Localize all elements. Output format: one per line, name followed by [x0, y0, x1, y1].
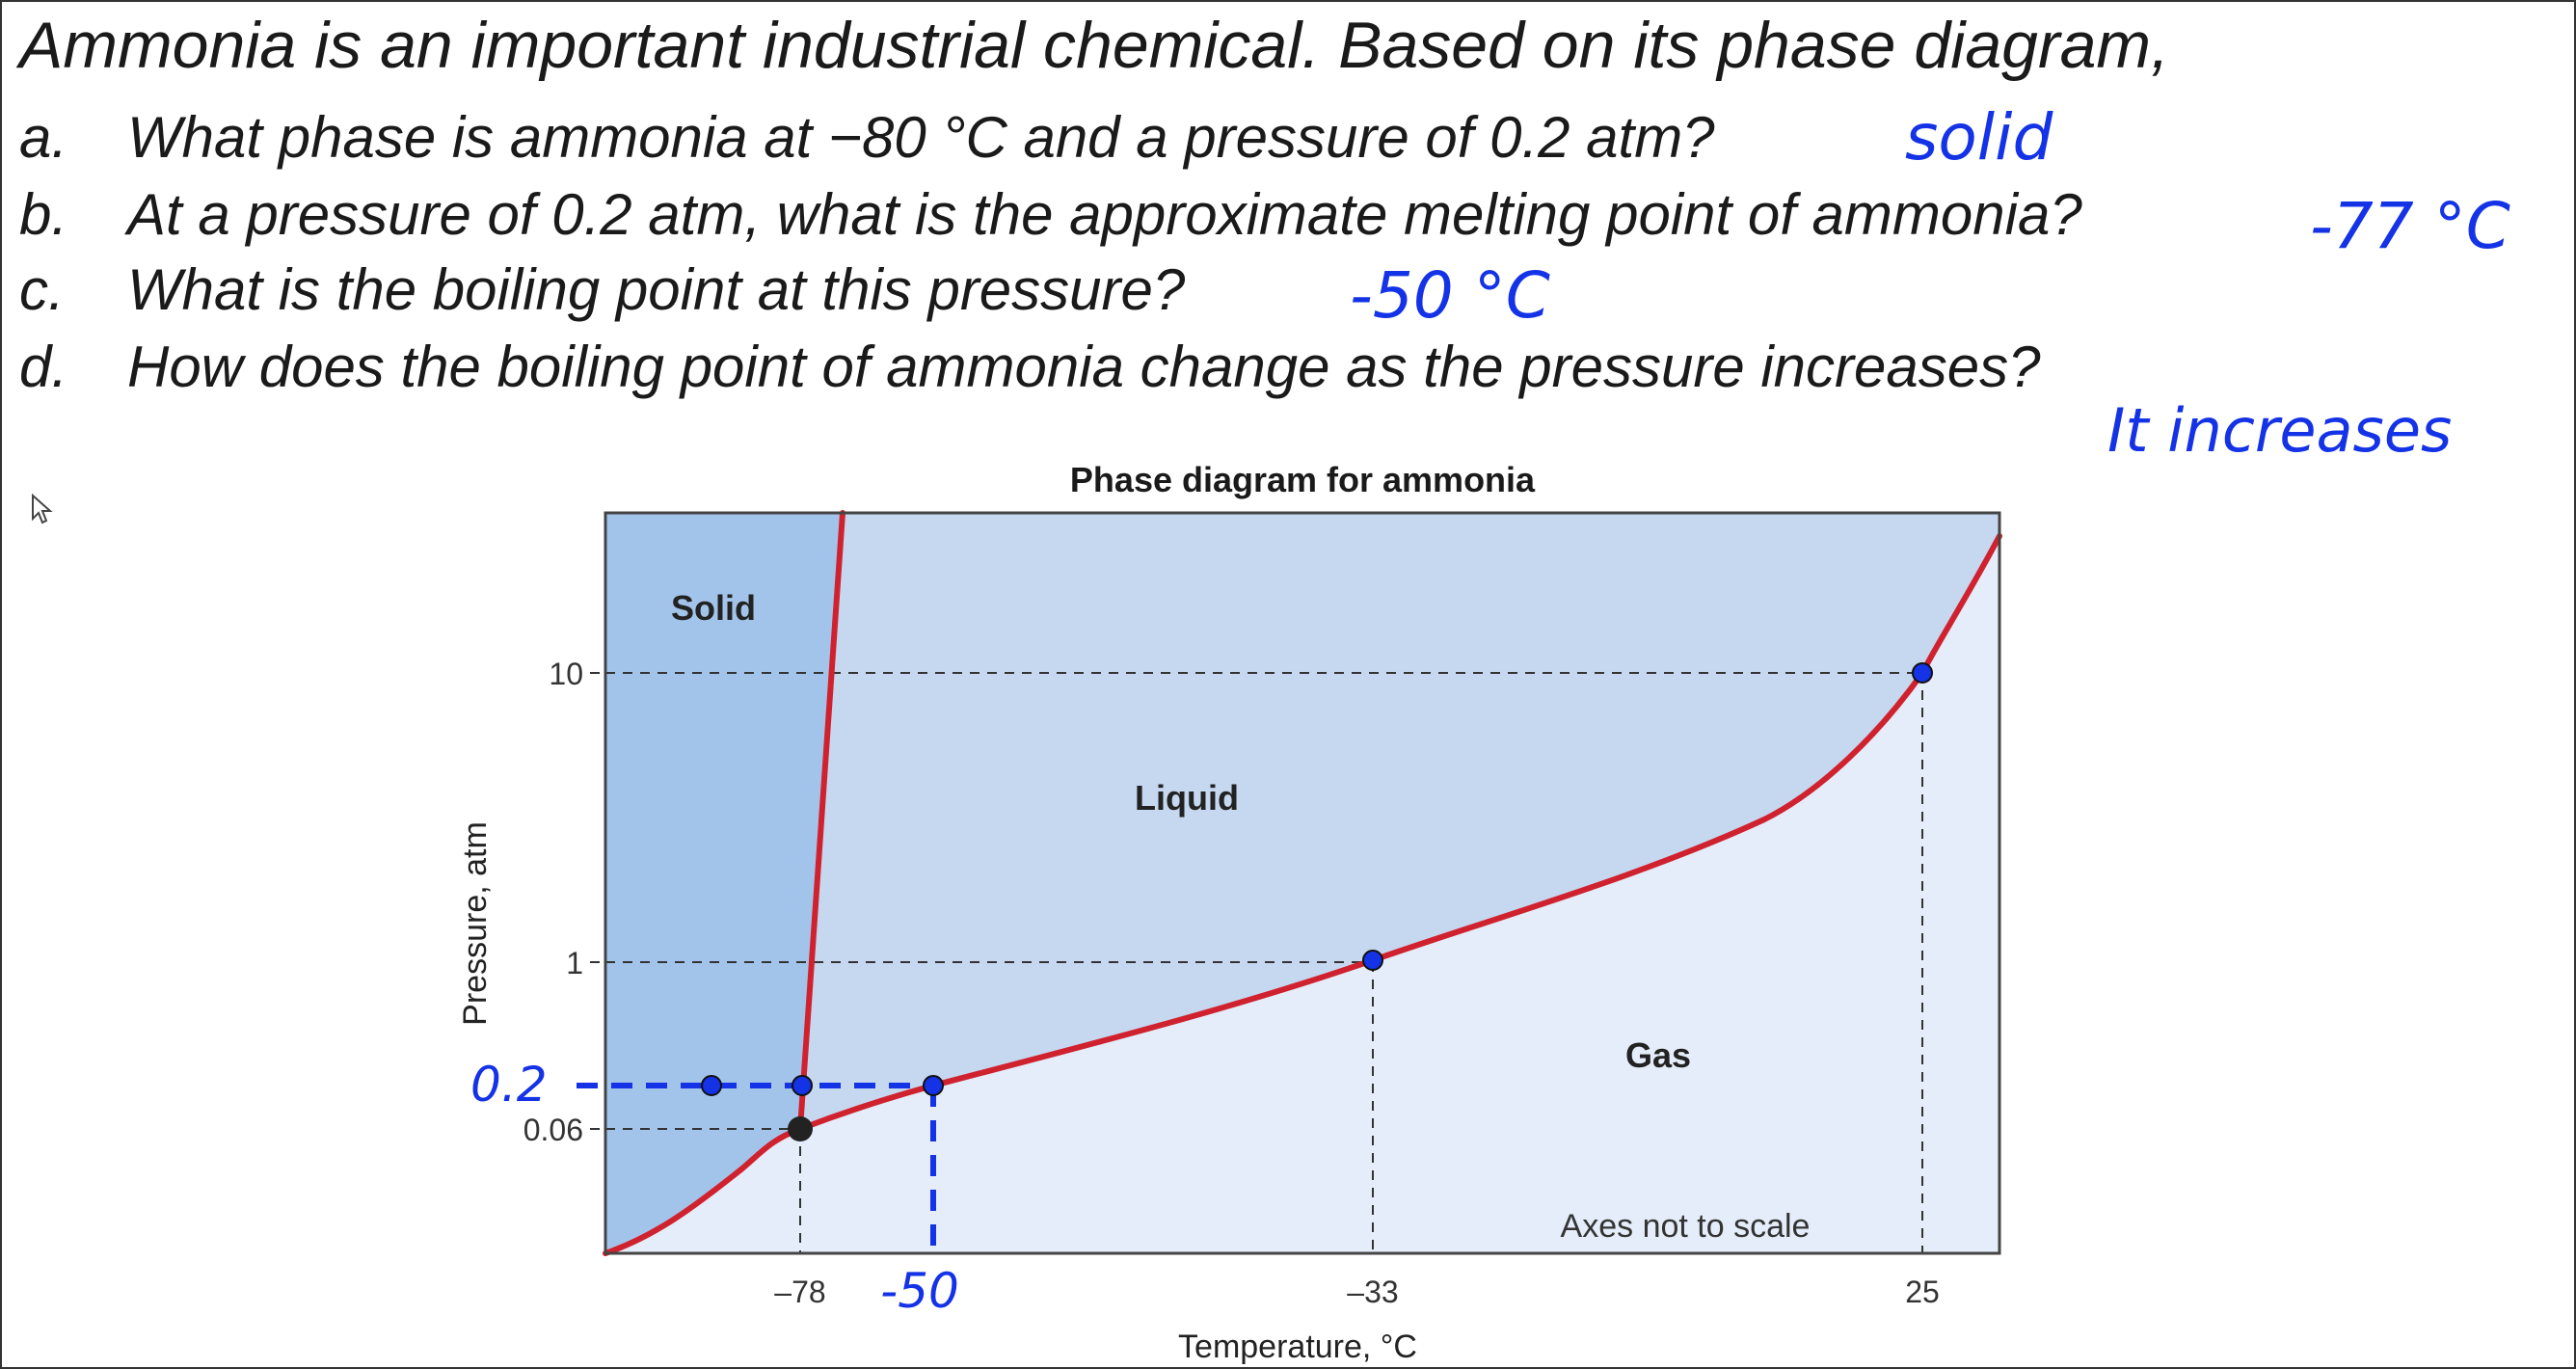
question-a-label: a. [19, 105, 68, 170]
annotation-lines [577, 1083, 936, 1253]
answer-c: -50 °C [1350, 258, 1550, 333]
question-c: c. What is the boiling point at this pres… [19, 256, 1185, 323]
intro-text: Ammonia is an important industrial chemi… [19, 9, 2169, 82]
x-tick-25: 25 [1905, 1275, 1940, 1309]
question-d-label: d. [19, 335, 68, 399]
question-b: b. At a pressure of 0.2 atm, what is the … [19, 181, 2082, 248]
question-d: d. How does the boiling point of ammonia … [19, 334, 2041, 400]
liquid-region [800, 513, 1999, 1129]
region-label-solid: Solid [671, 588, 756, 628]
question-c-label: c. [19, 257, 65, 322]
annotation-pressure-label: 0.2 [470, 1057, 548, 1113]
boiling-point-10atm [1912, 662, 1933, 684]
answer-d: It increases [2107, 395, 2453, 466]
answer-point-boiling [923, 1075, 944, 1096]
question-a: a. What phase is ammonia at −80 °C and a … [19, 104, 1715, 171]
region-label-gas: Gas [1625, 1035, 1691, 1075]
x-tick-minus78: –78 [774, 1275, 825, 1309]
y-tick-10: 10 [549, 657, 583, 691]
annotation-temp-label: -50 [880, 1263, 959, 1319]
answer-point-melting [792, 1075, 813, 1096]
chart-title: Phase diagram for ammonia [1070, 460, 1536, 499]
answer-a: solid [1905, 100, 2053, 174]
plot-border [604, 511, 2001, 1255]
x-tick-minus33: –33 [1347, 1275, 1398, 1309]
question-b-text: At a pressure of 0.2 atm, what is the ap… [127, 182, 2082, 247]
y-tick-1: 1 [566, 946, 583, 980]
region-label-liquid: Liquid [1135, 778, 1239, 818]
sublimation-curve [603, 1126, 803, 1256]
melting-curve [797, 510, 845, 1132]
y-axis-label: Pressure, atm [457, 821, 494, 1026]
answer-b: -77 °C [2310, 189, 2510, 263]
axes-note: Axes not to scale [1561, 1208, 1811, 1245]
solid-region [605, 513, 843, 1253]
normal-boiling-point [1362, 950, 1383, 971]
mouse-cursor-icon [32, 494, 53, 524]
question-a-text: What phase is ammonia at −80 °C and a pr… [127, 105, 1715, 170]
y-tick-006: 0.06 [523, 1113, 583, 1147]
triple-point [788, 1116, 813, 1141]
question-c-text: What is the boiling point at this pressu… [127, 257, 1186, 322]
question-b-label: b. [19, 182, 68, 247]
x-axis-label: Temperature, °C [1178, 1329, 1417, 1365]
question-d-text: How does the boiling point of ammonia ch… [127, 335, 2041, 399]
answer-point-solid [701, 1075, 722, 1096]
guide-lines [590, 672, 1923, 1253]
